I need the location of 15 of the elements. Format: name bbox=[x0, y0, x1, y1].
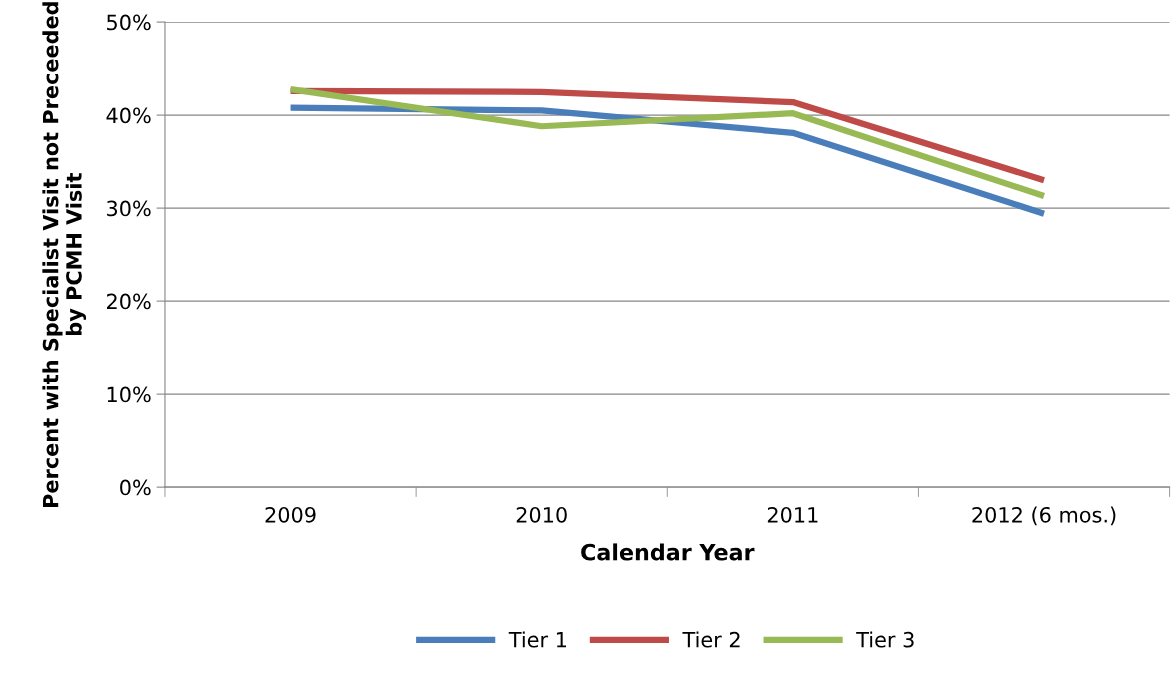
legend-label: Tier 1 bbox=[508, 631, 567, 648]
y-tick-label: 10% bbox=[107, 386, 151, 403]
y-axis-title: Percent with Specialist Visit not Preceeded by PCMH Visit bbox=[42, 2, 87, 507]
y-tick-label: 0% bbox=[120, 479, 151, 496]
legend-label: Tier 2 bbox=[682, 631, 740, 648]
y-tick-label: 50% bbox=[107, 14, 151, 31]
legend-label: Tier 3 bbox=[856, 631, 914, 648]
y-tick-label: 20% bbox=[107, 293, 151, 310]
y-tick-label: 40% bbox=[106, 107, 151, 124]
x-axis-title: Calendar Year bbox=[581, 543, 755, 561]
x-tick-label: 2011 bbox=[767, 506, 818, 523]
x-tick-label: 2009 bbox=[265, 506, 316, 523]
y-tick-label: 30% bbox=[107, 200, 151, 217]
x-tick-label: 2012 (6 mos.) bbox=[972, 506, 1116, 526]
x-tick-label: 2010 bbox=[516, 506, 567, 523]
